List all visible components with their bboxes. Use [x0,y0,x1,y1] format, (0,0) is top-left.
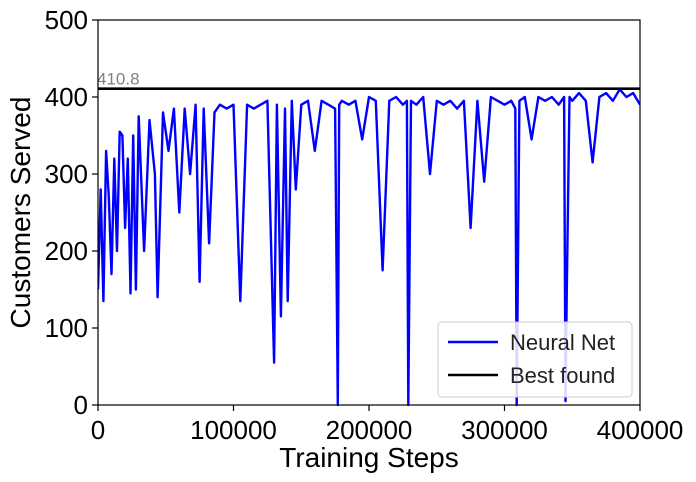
y-tick-label: 500 [45,5,88,35]
y-axis-ticks: 0 100 200 300 400 500 [45,5,98,420]
x-tick-label: 300000 [461,415,548,445]
x-axis-label: Training Steps [279,442,459,473]
legend: Neural Net Best found [437,321,633,398]
series-line-neural-net [98,88,640,407]
legend-label: Neural Net [510,330,615,355]
x-tick-label: 0 [91,415,105,445]
y-tick-label: 300 [45,159,88,189]
y-tick-label: 0 [74,390,88,420]
annotation-layer: 410.8 [97,70,140,89]
x-axis-ticks: 0 100000 200000 300000 400000 [91,405,684,445]
x-tick-label: 400000 [597,415,684,445]
y-axis-label: Customers Served [5,97,36,329]
series-layer [98,87,640,407]
y-tick-label: 400 [45,82,88,112]
legend-items: Neural Net Best found [448,330,615,388]
plot-area: 410.8 [97,70,640,407]
legend-label: Best found [510,363,615,388]
x-tick-label: 100000 [190,415,277,445]
y-tick-label: 100 [45,313,88,343]
x-tick-label: 200000 [326,415,413,445]
y-tick-label: 200 [45,236,88,266]
best-found-value-annotation: 410.8 [97,70,140,89]
